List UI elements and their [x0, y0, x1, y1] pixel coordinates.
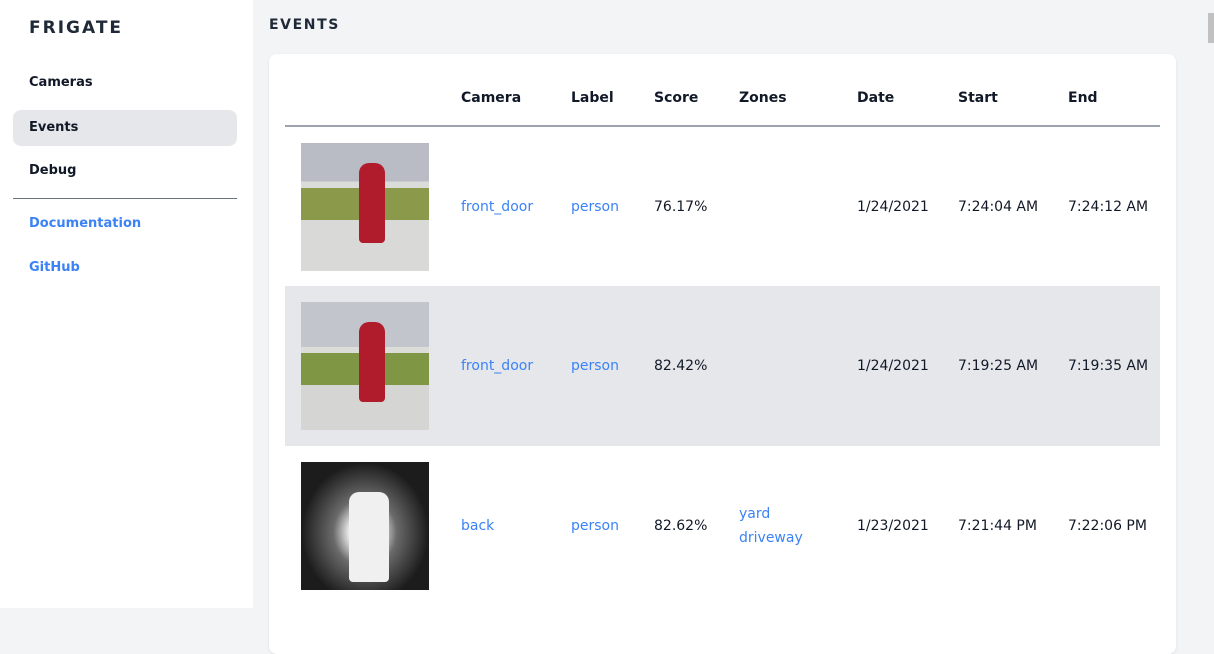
- zone-link[interactable]: yard: [739, 506, 771, 522]
- table-row[interactable]: front_door person 76.17% 1/24/2021 7:24:…: [285, 126, 1160, 286]
- header-score: Score: [654, 54, 739, 127]
- sidebar-divider: [13, 198, 237, 199]
- header-date: Date: [857, 54, 958, 127]
- camera-link[interactable]: back: [461, 518, 495, 534]
- start-time: 7:21:44 PM: [958, 518, 1037, 534]
- event-thumbnail[interactable]: [301, 302, 429, 430]
- page-title: EVENTS: [269, 17, 340, 33]
- header-start: Start: [958, 54, 1068, 127]
- events-card: Camera Label Score Zones Date Start End …: [269, 54, 1176, 654]
- label-link[interactable]: person: [571, 358, 619, 374]
- end-time: 7:19:35 AM: [1068, 286, 1160, 446]
- date: 1/24/2021: [857, 198, 929, 215]
- zone-link[interactable]: driveway: [739, 530, 803, 546]
- zones: [739, 286, 857, 446]
- end-time: 7:22:06 PM: [1068, 518, 1147, 534]
- label-link[interactable]: person: [571, 518, 619, 534]
- sidebar-link-github[interactable]: GitHub: [29, 260, 80, 275]
- start-time: 7:19:25 AM: [958, 286, 1068, 446]
- score: 76.17%: [654, 198, 708, 215]
- event-thumbnail[interactable]: [301, 462, 429, 590]
- date: 1/23/2021: [857, 518, 929, 534]
- header-zones: Zones: [739, 54, 857, 127]
- zones: [739, 126, 857, 286]
- events-table: Camera Label Score Zones Date Start End …: [285, 54, 1160, 606]
- header-end: End: [1068, 54, 1160, 127]
- vertical-scrollbar[interactable]: [1207, 0, 1214, 608]
- header-camera: Camera: [461, 54, 571, 127]
- header-thumbnail: [285, 54, 461, 127]
- table-row[interactable]: front_door person 82.42% 1/24/2021 7:19:…: [285, 286, 1160, 446]
- score: 82.62%: [654, 518, 708, 534]
- label-link[interactable]: person: [571, 198, 619, 215]
- scrollbar-thumb[interactable]: [1208, 13, 1214, 43]
- table-header: Camera Label Score Zones Date Start End: [285, 54, 1160, 127]
- zones: yard driveway: [739, 446, 857, 606]
- sidebar-link-documentation[interactable]: Documentation: [29, 216, 142, 231]
- date: 1/24/2021: [857, 286, 958, 446]
- header-label: Label: [571, 54, 654, 127]
- brand-logo: FRIGATE: [29, 18, 124, 38]
- start-time: 7:24:04 AM: [958, 198, 1039, 215]
- score: 82.42%: [654, 286, 739, 446]
- camera-link[interactable]: front_door: [461, 358, 534, 374]
- camera-link[interactable]: front_door: [461, 198, 534, 215]
- end-time: 7:24:12 AM: [1068, 198, 1149, 215]
- sidebar-item-cameras[interactable]: Cameras: [29, 75, 93, 90]
- sidebar: FRIGATE Cameras Events Debug Documentati…: [0, 0, 253, 608]
- sidebar-item-debug[interactable]: Debug: [29, 163, 77, 178]
- event-thumbnail[interactable]: [301, 142, 429, 271]
- sidebar-item-events[interactable]: Events: [13, 110, 237, 146]
- table-row[interactable]: back person 82.62% yard driveway 1/23/20…: [285, 446, 1160, 606]
